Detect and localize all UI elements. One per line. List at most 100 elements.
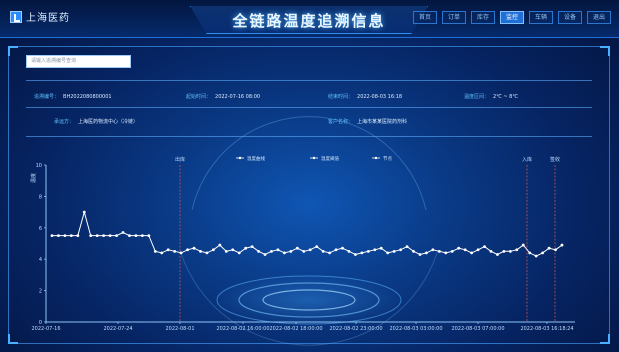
nav-button-0[interactable]: 首页 [413, 11, 437, 24]
x-tick-label: 2022-08-01 [165, 326, 194, 332]
data-point [315, 245, 319, 249]
info-row1-field-0: 追溯编号： BH2022080800001 [34, 93, 112, 100]
data-point [257, 249, 260, 253]
data-point [541, 251, 545, 255]
data-point [437, 249, 441, 253]
data-point [69, 234, 73, 238]
top-nav: 首页 订单 库存 监控 车辆 设备 退出 [413, 11, 611, 24]
logo-icon [10, 10, 22, 23]
data-point [476, 248, 480, 252]
data-point [502, 249, 506, 253]
background-rings [179, 116, 439, 346]
data-point [179, 251, 183, 255]
logo-text: 上海医药 [26, 13, 70, 24]
y-tick-label: 2 [39, 289, 42, 295]
data-point [295, 246, 299, 250]
y-tick-label: 0 [39, 320, 42, 326]
field-label: 起始时间： [186, 94, 212, 100]
data-point [186, 248, 189, 252]
divider [26, 80, 592, 81]
data-point [218, 243, 222, 247]
data-point [412, 249, 415, 253]
legend-label: 节点 [383, 156, 392, 162]
divider [26, 107, 592, 108]
corner-decoration [8, 334, 18, 344]
data-point [450, 249, 454, 253]
data-point [373, 248, 377, 252]
x-tick-label: 2022-07-16 [31, 326, 60, 332]
field-value: 2022-08-03 16:18 [357, 94, 403, 100]
data-point [418, 253, 422, 256]
x-tick-label: 2022-08-03 07:00:00 [451, 326, 504, 332]
nav-button-2[interactable]: 库存 [471, 11, 495, 24]
y-tick-label: 10 [36, 163, 42, 169]
corner-decoration [600, 334, 610, 344]
y-tick-label: 8 [39, 194, 42, 200]
data-point [231, 248, 235, 252]
event-label: 签收 [550, 156, 560, 163]
data-point [483, 245, 486, 249]
data-point [360, 251, 364, 255]
search-input[interactable]: 请输入追溯编号查询 [26, 55, 131, 68]
data-point [250, 245, 254, 249]
data-point [199, 249, 202, 253]
nav-button-3[interactable]: 监控 [500, 11, 524, 24]
data-point [237, 251, 241, 255]
data-point [366, 249, 370, 253]
nav-button-4[interactable]: 车辆 [529, 11, 553, 24]
data-point [50, 234, 54, 238]
data-point [140, 234, 144, 238]
brand-logo[interactable]: 上海医药 [10, 9, 70, 24]
info-row2-field-0: 承运方： 上海医药物流中心（冷链） [54, 118, 138, 125]
legend-marker [374, 156, 378, 160]
data-point [82, 210, 86, 214]
data-point [115, 234, 118, 238]
data-point [508, 249, 512, 253]
y-tick-label: 6 [39, 226, 42, 232]
event-label: 出库 [175, 156, 185, 163]
data-point [89, 234, 93, 238]
data-point [528, 251, 532, 255]
data-point [147, 234, 151, 238]
data-point [405, 245, 409, 249]
y-tick-label: 4 [39, 257, 42, 263]
data-point [470, 251, 474, 255]
corner-decoration [8, 46, 18, 56]
data-point [283, 251, 286, 255]
data-point [347, 249, 351, 253]
x-tick-label: 2022-08-02 23:00:00 [329, 326, 382, 332]
field-label: 结束时间： [328, 94, 354, 100]
y-axis-label: 温度 [30, 173, 37, 183]
legend-marker [238, 156, 242, 160]
data-point [444, 251, 448, 255]
x-tick-label: 2022-08-03 03:00:00 [389, 326, 442, 332]
field-value: 2022-07-16 08:00 [215, 94, 261, 100]
data-point [276, 248, 280, 252]
nav-button-6[interactable]: 退出 [587, 11, 611, 24]
data-point [341, 246, 344, 250]
field-value: BH2022080800001 [63, 94, 112, 100]
data-point [192, 246, 196, 250]
x-tick-label: 2022-08-02 16:00:00 [216, 326, 269, 332]
data-point [334, 248, 338, 252]
divider [26, 136, 592, 137]
nav-button-5[interactable]: 设备 [558, 11, 582, 24]
data-point [399, 248, 403, 252]
event-label: 入库 [522, 156, 532, 163]
data-point [76, 234, 80, 238]
nav-button-1[interactable]: 订单 [442, 11, 466, 24]
data-point [102, 234, 106, 238]
data-point [160, 251, 164, 255]
data-point [289, 249, 293, 253]
data-point [379, 246, 383, 250]
data-point [121, 231, 125, 234]
legend-label: 温度阈值 [321, 155, 339, 162]
data-point [496, 253, 499, 256]
x-tick-label: 2022-07-24 [103, 326, 132, 332]
legend-marker [312, 156, 316, 160]
field-label: 追溯编号： [34, 94, 60, 100]
data-point [431, 248, 435, 252]
field-value: 上海医药物流中心（冷链） [78, 119, 139, 125]
data-point [211, 248, 215, 252]
